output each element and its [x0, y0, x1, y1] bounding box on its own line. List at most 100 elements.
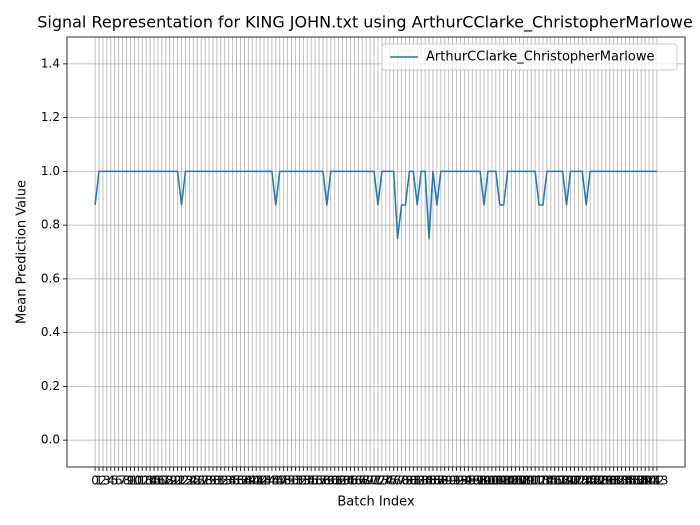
x-tick-label: 118	[547, 474, 570, 488]
x-tick-label: 112	[524, 474, 547, 488]
x-tick-label: 42	[252, 474, 267, 488]
x-tick-label: 12	[135, 474, 150, 488]
x-tick-label: 57	[311, 474, 326, 488]
x-tick-label: 2	[99, 474, 107, 488]
x-tick-label: 32	[213, 474, 228, 488]
x-tick-label: 55	[304, 474, 319, 488]
x-tick-label: 24	[182, 474, 197, 488]
x-tick-label: 65	[343, 474, 358, 488]
x-tick-label: 88	[433, 474, 448, 488]
x-tick-label: 34	[221, 474, 236, 488]
x-tick-label: 30	[205, 474, 220, 488]
x-tick-label: 103	[488, 474, 511, 488]
x-tick-label: 79	[398, 474, 413, 488]
x-tick-label: 49	[280, 474, 295, 488]
x-tick-label: 59	[319, 474, 334, 488]
x-tick-label: 28	[197, 474, 212, 488]
x-tick-label: 131	[598, 474, 621, 488]
x-tick-label: 71	[366, 474, 381, 488]
x-tick-label: 39	[241, 474, 256, 488]
x-tick-label: 20	[166, 474, 181, 488]
x-tick-label: 117	[543, 474, 566, 488]
x-tick-label: 0	[91, 474, 99, 488]
x-tick-label: 116	[539, 474, 562, 488]
y-tick-label: 0.0	[41, 433, 60, 447]
y-tick-label: 0.8	[41, 218, 60, 232]
x-tick-label: 70	[362, 474, 377, 488]
plot-frame	[66, 36, 686, 468]
x-tick-label: 137	[622, 474, 645, 488]
x-tick-label: 33	[217, 474, 232, 488]
chart-title: Signal Representation for KING JOHN.txt …	[37, 13, 693, 33]
x-tick-label: 126	[579, 474, 602, 488]
x-tick-label: 68	[355, 474, 370, 488]
x-tick-label: 96	[465, 474, 480, 488]
y-tick-label: 1.2	[41, 110, 60, 124]
x-tick-label: 22	[174, 474, 189, 488]
x-tick-label: 114	[532, 474, 555, 488]
x-tick-label: 86	[425, 474, 440, 488]
x-tick-label: 6	[115, 474, 123, 488]
x-tick-label: 52	[292, 474, 307, 488]
x-tick-label: 97	[469, 474, 484, 488]
x-tick-label: 78	[394, 474, 409, 488]
x-tick-label: 140	[634, 474, 657, 488]
x-tick-label: 17	[154, 474, 169, 488]
y-tick-label: 1.0	[41, 164, 60, 178]
x-tick-label: 40	[245, 474, 260, 488]
x-tick-label: 106	[500, 474, 523, 488]
x-tick-label: 89	[437, 474, 452, 488]
x-tick-label: 54	[300, 474, 315, 488]
x-tick-label: 77	[390, 474, 405, 488]
legend-box	[381, 43, 678, 71]
x-tick-label: 109	[512, 474, 535, 488]
legend-label: ArthurCClarke_ChristopherMarlowe	[426, 50, 654, 65]
x-tick-label: 85	[421, 474, 436, 488]
x-tick-label: 56	[307, 474, 322, 488]
x-tick-label: 38	[237, 474, 252, 488]
x-tick-label: 67	[351, 474, 366, 488]
x-tick-label: 115	[535, 474, 558, 488]
x-tick-label: 136	[618, 474, 641, 488]
x-tick-label: 36	[229, 474, 244, 488]
x-tick-label: 84	[417, 474, 432, 488]
x-tick-label: 139	[630, 474, 653, 488]
x-tick-label: 100	[477, 474, 500, 488]
x-tick-label: 127	[583, 474, 606, 488]
x-tick-label: 73	[374, 474, 389, 488]
x-tick-label: 143	[645, 474, 668, 488]
x-tick-label: 9	[127, 474, 135, 488]
x-tick-label: 61	[327, 474, 342, 488]
x-tick-label: 93	[453, 474, 468, 488]
x-tick-label: 3	[103, 474, 111, 488]
x-tick-label: 29	[201, 474, 216, 488]
x-tick-label: 72	[370, 474, 385, 488]
x-axis-label: Batch Index	[337, 495, 415, 510]
x-tick-label: 43	[256, 474, 271, 488]
x-tick-label: 7	[119, 474, 127, 488]
x-tick-label: 90	[441, 474, 456, 488]
x-tick-label: 1	[95, 474, 103, 488]
x-tick-label: 26	[190, 474, 205, 488]
x-tick-label: 141	[638, 474, 661, 488]
x-tick-label: 81	[406, 474, 421, 488]
x-tick-label: 101	[480, 474, 503, 488]
x-tick-label: 113	[528, 474, 551, 488]
x-tick-label: 16	[150, 474, 165, 488]
x-tick-label: 75	[382, 474, 397, 488]
x-tick-label: 63	[335, 474, 350, 488]
x-tick-label: 102	[484, 474, 507, 488]
x-tick-label: 82	[410, 474, 425, 488]
x-tick-label: 92	[449, 474, 464, 488]
x-tick-label: 48	[276, 474, 291, 488]
x-tick-label: 125	[575, 474, 598, 488]
y-tick-label: 0.6	[41, 271, 60, 285]
x-tick-label: 8	[123, 474, 131, 488]
x-tick-label: 95	[461, 474, 476, 488]
x-tick-label: 83	[414, 474, 429, 488]
x-tick-label: 14	[142, 474, 157, 488]
y-axis-label: Mean Prediction Value	[15, 180, 30, 324]
x-tick-label: 69	[359, 474, 374, 488]
x-tick-label: 45	[264, 474, 279, 488]
